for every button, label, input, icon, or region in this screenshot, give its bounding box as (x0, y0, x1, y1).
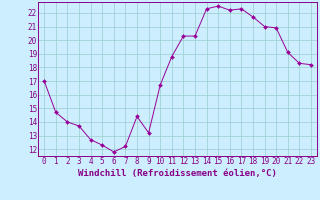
X-axis label: Windchill (Refroidissement éolien,°C): Windchill (Refroidissement éolien,°C) (78, 169, 277, 178)
